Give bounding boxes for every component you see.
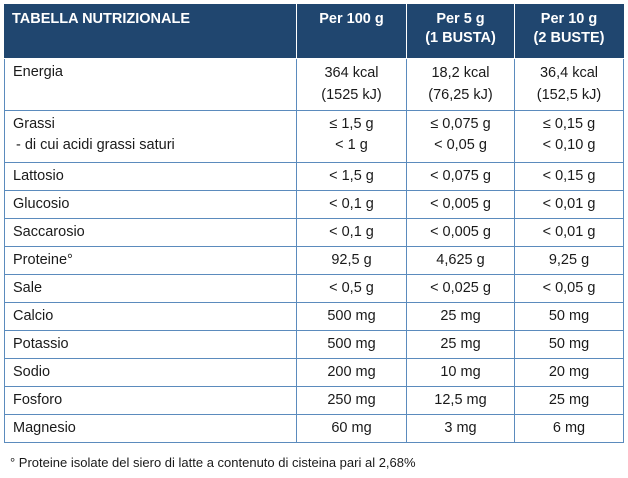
table-row-fosforo: Fosforo 250 mg 12,5 mg 25 mg	[4, 386, 624, 415]
value-per-5g: < 0,075 g	[406, 162, 515, 191]
header-per-100g: Per 100 g	[296, 4, 407, 59]
table-row-calcio: Calcio 500 mg 25 mg 50 mg	[4, 302, 624, 331]
value-per-100g: 60 mg	[296, 414, 407, 443]
value-per-5g: 12,5 mg	[406, 386, 515, 415]
table-row-grassi: Grassi - di cui acidi grassi saturi ≤ 1,…	[4, 110, 624, 163]
table-row-proteine: Proteine° 92,5 g 4,625 g 9,25 g	[4, 246, 624, 275]
value-per-5g: 18,2 kcal (76,25 kJ)	[406, 58, 515, 111]
row-label: Energia	[4, 58, 297, 111]
nutrition-table: TABELLA NUTRIZIONALE Per 100 g Per 5 g (…	[4, 4, 624, 443]
table-row-sodio: Sodio 200 mg 10 mg 20 mg	[4, 358, 624, 387]
value-per-10g: 36,4 kcal (152,5 kJ)	[514, 58, 624, 111]
row-label: Potassio	[4, 330, 297, 359]
value-per-100g: 92,5 g	[296, 246, 407, 275]
value-per-10g: 6 mg	[514, 414, 624, 443]
header-per-10g-line2: (2 BUSTE)	[533, 30, 605, 46]
value-per-100g: 200 mg	[296, 358, 407, 387]
value-per-5g: 3 mg	[406, 414, 515, 443]
value-per-10g: < 0,15 g	[514, 162, 624, 191]
table-body: Energia 364 kcal (1525 kJ) 18,2 kcal (76…	[4, 58, 624, 443]
value-per-100g: 364 kcal (1525 kJ)	[296, 58, 407, 111]
row-label: Magnesio	[4, 414, 297, 443]
value-per-100g: < 0,1 g	[296, 190, 407, 219]
table-row-sale: Sale < 0,5 g < 0,025 g < 0,05 g	[4, 274, 624, 303]
value-kcal: 18,2 kcal	[431, 65, 490, 81]
value-total: ≤ 1,5 g	[329, 116, 374, 132]
value-per-5g: 10 mg	[406, 358, 515, 387]
row-label: Grassi - di cui acidi grassi saturi	[4, 110, 297, 163]
row-label: Fosforo	[4, 386, 297, 415]
value-per-100g: 500 mg	[296, 302, 407, 331]
value-per-5g: 4,625 g	[406, 246, 515, 275]
value-per-10g: 50 mg	[514, 302, 624, 331]
row-label-main: Grassi	[13, 116, 55, 132]
header-per-5g-line2: (1 BUSTA)	[425, 30, 496, 46]
value-per-100g: ≤ 1,5 g < 1 g	[296, 110, 407, 163]
header-per-10g-line1: Per 10 g	[540, 11, 598, 27]
table-row-glucosio: Glucosio < 0,1 g < 0,005 g < 0,01 g	[4, 190, 624, 219]
value-per-100g: < 0,5 g	[296, 274, 407, 303]
value-saturated: < 0,05 g	[434, 137, 487, 153]
table-row-potassio: Potassio 500 mg 25 mg 50 mg	[4, 330, 624, 359]
row-label: Calcio	[4, 302, 297, 331]
value-per-10g: 25 mg	[514, 386, 624, 415]
value-kj: (76,25 kJ)	[428, 87, 493, 103]
value-per-10g: ≤ 0,15 g < 0,10 g	[514, 110, 624, 163]
value-per-5g: < 0,005 g	[406, 218, 515, 247]
table-header: TABELLA NUTRIZIONALE Per 100 g Per 5 g (…	[4, 4, 624, 59]
value-per-10g: 9,25 g	[514, 246, 624, 275]
value-saturated: < 1 g	[335, 137, 368, 153]
value-per-5g: < 0,025 g	[406, 274, 515, 303]
footnote: ° Proteine isolate del siero di latte a …	[10, 455, 416, 470]
value-saturated: < 0,10 g	[542, 137, 596, 153]
value-per-100g: 250 mg	[296, 386, 407, 415]
table-row-lattosio: Lattosio < 1,5 g < 0,075 g < 0,15 g	[4, 162, 624, 191]
value-per-10g: < 0,05 g	[514, 274, 624, 303]
header-row: TABELLA NUTRIZIONALE Per 100 g Per 5 g (…	[4, 4, 624, 59]
table-row-saccarosio: Saccarosio < 0,1 g < 0,005 g < 0,01 g	[4, 218, 624, 247]
header-per-10g: Per 10 g (2 BUSTE)	[514, 4, 624, 59]
value-per-5g: ≤ 0,075 g < 0,05 g	[406, 110, 515, 163]
row-label: Glucosio	[4, 190, 297, 219]
value-total: ≤ 0,075 g	[430, 116, 491, 132]
value-per-5g: < 0,005 g	[406, 190, 515, 219]
header-nutrient: TABELLA NUTRIZIONALE	[4, 4, 297, 59]
value-per-10g: < 0,01 g	[514, 190, 624, 219]
row-label-sub: - di cui acidi grassi saturi	[16, 137, 175, 153]
row-label: Saccarosio	[4, 218, 297, 247]
value-kj: (1525 kJ)	[321, 87, 382, 103]
value-per-10g: 50 mg	[514, 330, 624, 359]
header-per-5g: Per 5 g (1 BUSTA)	[406, 4, 515, 59]
value-per-5g: 25 mg	[406, 302, 515, 331]
value-per-100g: < 1,5 g	[296, 162, 407, 191]
table-row-energia: Energia 364 kcal (1525 kJ) 18,2 kcal (76…	[4, 58, 624, 111]
row-label: Lattosio	[4, 162, 297, 191]
value-total: ≤ 0,15 g	[542, 116, 596, 132]
value-per-100g: < 0,1 g	[296, 218, 407, 247]
row-label: Sale	[4, 274, 297, 303]
value-per-5g: 25 mg	[406, 330, 515, 359]
value-per-10g: < 0,01 g	[514, 218, 624, 247]
header-per-5g-line1: Per 5 g	[436, 11, 485, 27]
value-per-100g: 500 mg	[296, 330, 407, 359]
value-per-10g: 20 mg	[514, 358, 624, 387]
row-label: Sodio	[4, 358, 297, 387]
value-kcal: 364 kcal	[324, 65, 379, 81]
nutrition-table-container: TABELLA NUTRIZIONALE Per 100 g Per 5 g (…	[4, 4, 624, 443]
row-label: Proteine°	[4, 246, 297, 275]
table-row-magnesio: Magnesio 60 mg 3 mg 6 mg	[4, 414, 624, 443]
value-kj: (152,5 kJ)	[536, 87, 602, 103]
value-kcal: 36,4 kcal	[539, 65, 599, 81]
